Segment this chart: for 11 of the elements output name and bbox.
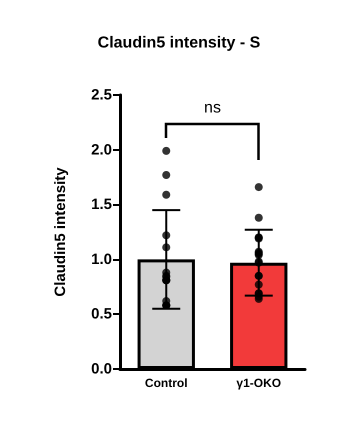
y-tick-label: 2.5 bbox=[91, 86, 112, 104]
y-axis-title: Claudin5 intensity bbox=[52, 166, 69, 297]
y-tick-label: 0.0 bbox=[91, 360, 112, 378]
x-tick-label: γ1-OKO bbox=[236, 376, 282, 390]
annotation: ns bbox=[204, 100, 221, 116]
x-tick-label: Control bbox=[144, 376, 188, 390]
chart-title: Claudin5 intensity - S bbox=[98, 34, 261, 52]
y-tick-label: 1.0 bbox=[91, 250, 112, 268]
y-tick-label: 2.0 bbox=[91, 141, 112, 158]
y-tick-label: 0.5 bbox=[91, 306, 112, 323]
y-tick-label: 1.5 bbox=[91, 196, 112, 214]
